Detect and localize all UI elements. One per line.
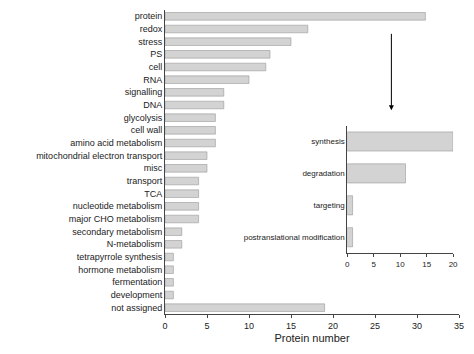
svg-text:secondary metabolism: secondary metabolism <box>72 227 162 237</box>
svg-text:protein: protein <box>135 11 163 21</box>
svg-text:30: 30 <box>412 321 422 331</box>
svg-text:5: 5 <box>372 260 377 269</box>
svg-text:PS: PS <box>150 49 162 59</box>
svg-text:0: 0 <box>345 260 350 269</box>
svg-text:N-metabolism: N-metabolism <box>107 239 163 249</box>
svg-text:15: 15 <box>286 321 296 331</box>
svg-text:major CHO metabolism: major CHO metabolism <box>69 214 163 224</box>
svg-text:transport: transport <box>127 176 163 186</box>
svg-text:TCA: TCA <box>144 189 162 199</box>
svg-text:mitochondrial electron transpo: mitochondrial electron transport <box>36 151 163 161</box>
svg-text:targeting: targeting <box>314 201 345 210</box>
svg-text:20: 20 <box>449 260 458 269</box>
svg-text:not assigned: not assigned <box>111 303 162 313</box>
svg-text:degradation: degradation <box>302 169 344 178</box>
svg-text:glycolysis: glycolysis <box>124 113 163 123</box>
svg-text:35: 35 <box>454 321 464 331</box>
svg-text:DNA: DNA <box>143 100 162 110</box>
svg-text:Protein number: Protein number <box>274 332 350 344</box>
svg-text:misc: misc <box>144 163 163 173</box>
svg-text:fermentation: fermentation <box>112 277 162 287</box>
svg-text:stress: stress <box>138 37 163 47</box>
svg-text:25: 25 <box>370 321 380 331</box>
svg-text:hormone metabolism: hormone metabolism <box>78 265 162 275</box>
svg-text:15: 15 <box>422 260 431 269</box>
svg-text:postranslational modification: postranslational modification <box>244 233 345 242</box>
svg-text:nucleotide metabolism: nucleotide metabolism <box>73 201 163 211</box>
svg-text:5: 5 <box>204 321 209 331</box>
svg-text:amino acid metabolism: amino acid metabolism <box>70 138 162 148</box>
svg-text:redox: redox <box>140 24 163 34</box>
svg-text:cell: cell <box>149 62 163 72</box>
svg-text:signalling: signalling <box>125 87 163 97</box>
svg-text:0: 0 <box>162 321 167 331</box>
svg-text:synthesis: synthesis <box>311 137 344 146</box>
svg-text:10: 10 <box>396 260 405 269</box>
svg-text:RNA: RNA <box>143 75 162 85</box>
svg-text:development: development <box>111 290 163 300</box>
svg-text:10: 10 <box>244 321 254 331</box>
svg-text:tetrapyrrole synthesis: tetrapyrrole synthesis <box>77 252 163 262</box>
svg-text:cell wall: cell wall <box>131 125 163 135</box>
svg-text:20: 20 <box>328 321 338 331</box>
